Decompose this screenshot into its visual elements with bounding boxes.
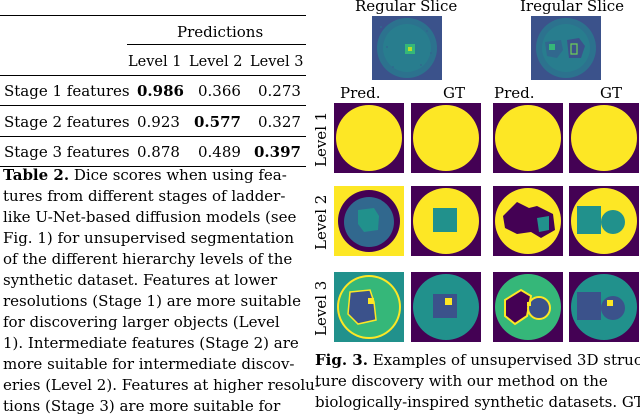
table-header-rule (0, 75, 306, 76)
table-cell: 0.986 (137, 82, 184, 100)
caption-line: tions (Stage 3) are more suitable for (3, 397, 281, 415)
level2-irregular-pred (493, 186, 563, 256)
column-label: Pred. (340, 84, 381, 102)
predictions-header: Predictions (177, 23, 264, 41)
table-cell: 0.923 (137, 113, 180, 131)
table-row-rule (0, 136, 306, 137)
caption-line: eries (Level 2). Features at higher reso… (3, 376, 320, 394)
column-label: Pred. (494, 84, 535, 102)
level1-regular-gt (411, 103, 481, 173)
level3-regular-gt (411, 272, 481, 342)
regular-slice-image (372, 16, 442, 80)
caption-line: Table 2. Dice scores when using fea- (3, 166, 287, 184)
table-cell: 0.577 (194, 113, 241, 131)
table-cell: 0.273 (258, 82, 301, 100)
table-cell: 0.489 (198, 143, 241, 161)
table-cell: 0.878 (137, 143, 180, 161)
column-header: Level 3 (250, 54, 304, 70)
row-label: Stage 2 features (4, 113, 130, 131)
caption-line: resolutions (Stage 1) are more suitable (3, 292, 301, 310)
level3-regular-pred (334, 272, 404, 342)
level2-irregular-gt (569, 186, 639, 256)
caption-line: Fig. 1) for unsupervised segmentation (3, 229, 294, 247)
column-header: Level 1 (128, 54, 182, 70)
level2-regular-gt (411, 186, 481, 256)
caption-line: tures from different stages of ladder- (3, 187, 286, 205)
caption-line: like U-Net-based diffusion models (see (3, 208, 297, 226)
table-row-rule (0, 105, 306, 106)
table-bottom-rule (0, 166, 306, 168)
row-label: Stage 3 features (4, 143, 130, 161)
caption-line: for discovering larger objects (Level (3, 313, 280, 331)
row-label: Stage 1 features (4, 82, 130, 100)
level2-regular-pred (334, 186, 404, 256)
caption-line: more suitable for intermediate discov- (3, 355, 295, 373)
level3-irregular-pred (493, 272, 563, 342)
slice-title: Regular Slice (355, 0, 458, 15)
column-header: Level 2 (189, 54, 243, 70)
level3-irregular-gt (569, 272, 639, 342)
level1-irregular-pred (493, 103, 563, 173)
caption-line: synthetic dataset. Features at lower (3, 271, 278, 289)
table-cell: 0.366 (198, 82, 241, 100)
caption-line: of the different hierarchy levels of the (3, 250, 293, 268)
column-label: GT (443, 84, 465, 102)
caption-line: 1). Intermediate features (Stage 2) are (3, 334, 299, 352)
slice-title: Iregular Slice (520, 0, 625, 15)
row-label-level-2: Level 2 (312, 194, 330, 250)
level1-regular-pred (334, 103, 404, 173)
table-cell: 0.327 (258, 113, 301, 131)
predictions-underline (127, 44, 306, 45)
row-label-level-3: Level 3 (312, 280, 330, 336)
table-top-rule (0, 15, 306, 17)
table-cell: 0.397 (254, 143, 301, 161)
column-label: GT (600, 84, 622, 102)
level1-irregular-gt (569, 103, 639, 173)
figure-caption-line: biologically-inspired synthetic datasets… (315, 393, 640, 411)
irregular-slice-image (531, 16, 601, 80)
figure-caption-line: ture discovery with our method on the (315, 372, 608, 390)
row-label-level-1: Level 1 (312, 111, 330, 167)
figure-caption-line: Fig. 3. Examples of unsupervised 3D stru… (315, 351, 640, 369)
